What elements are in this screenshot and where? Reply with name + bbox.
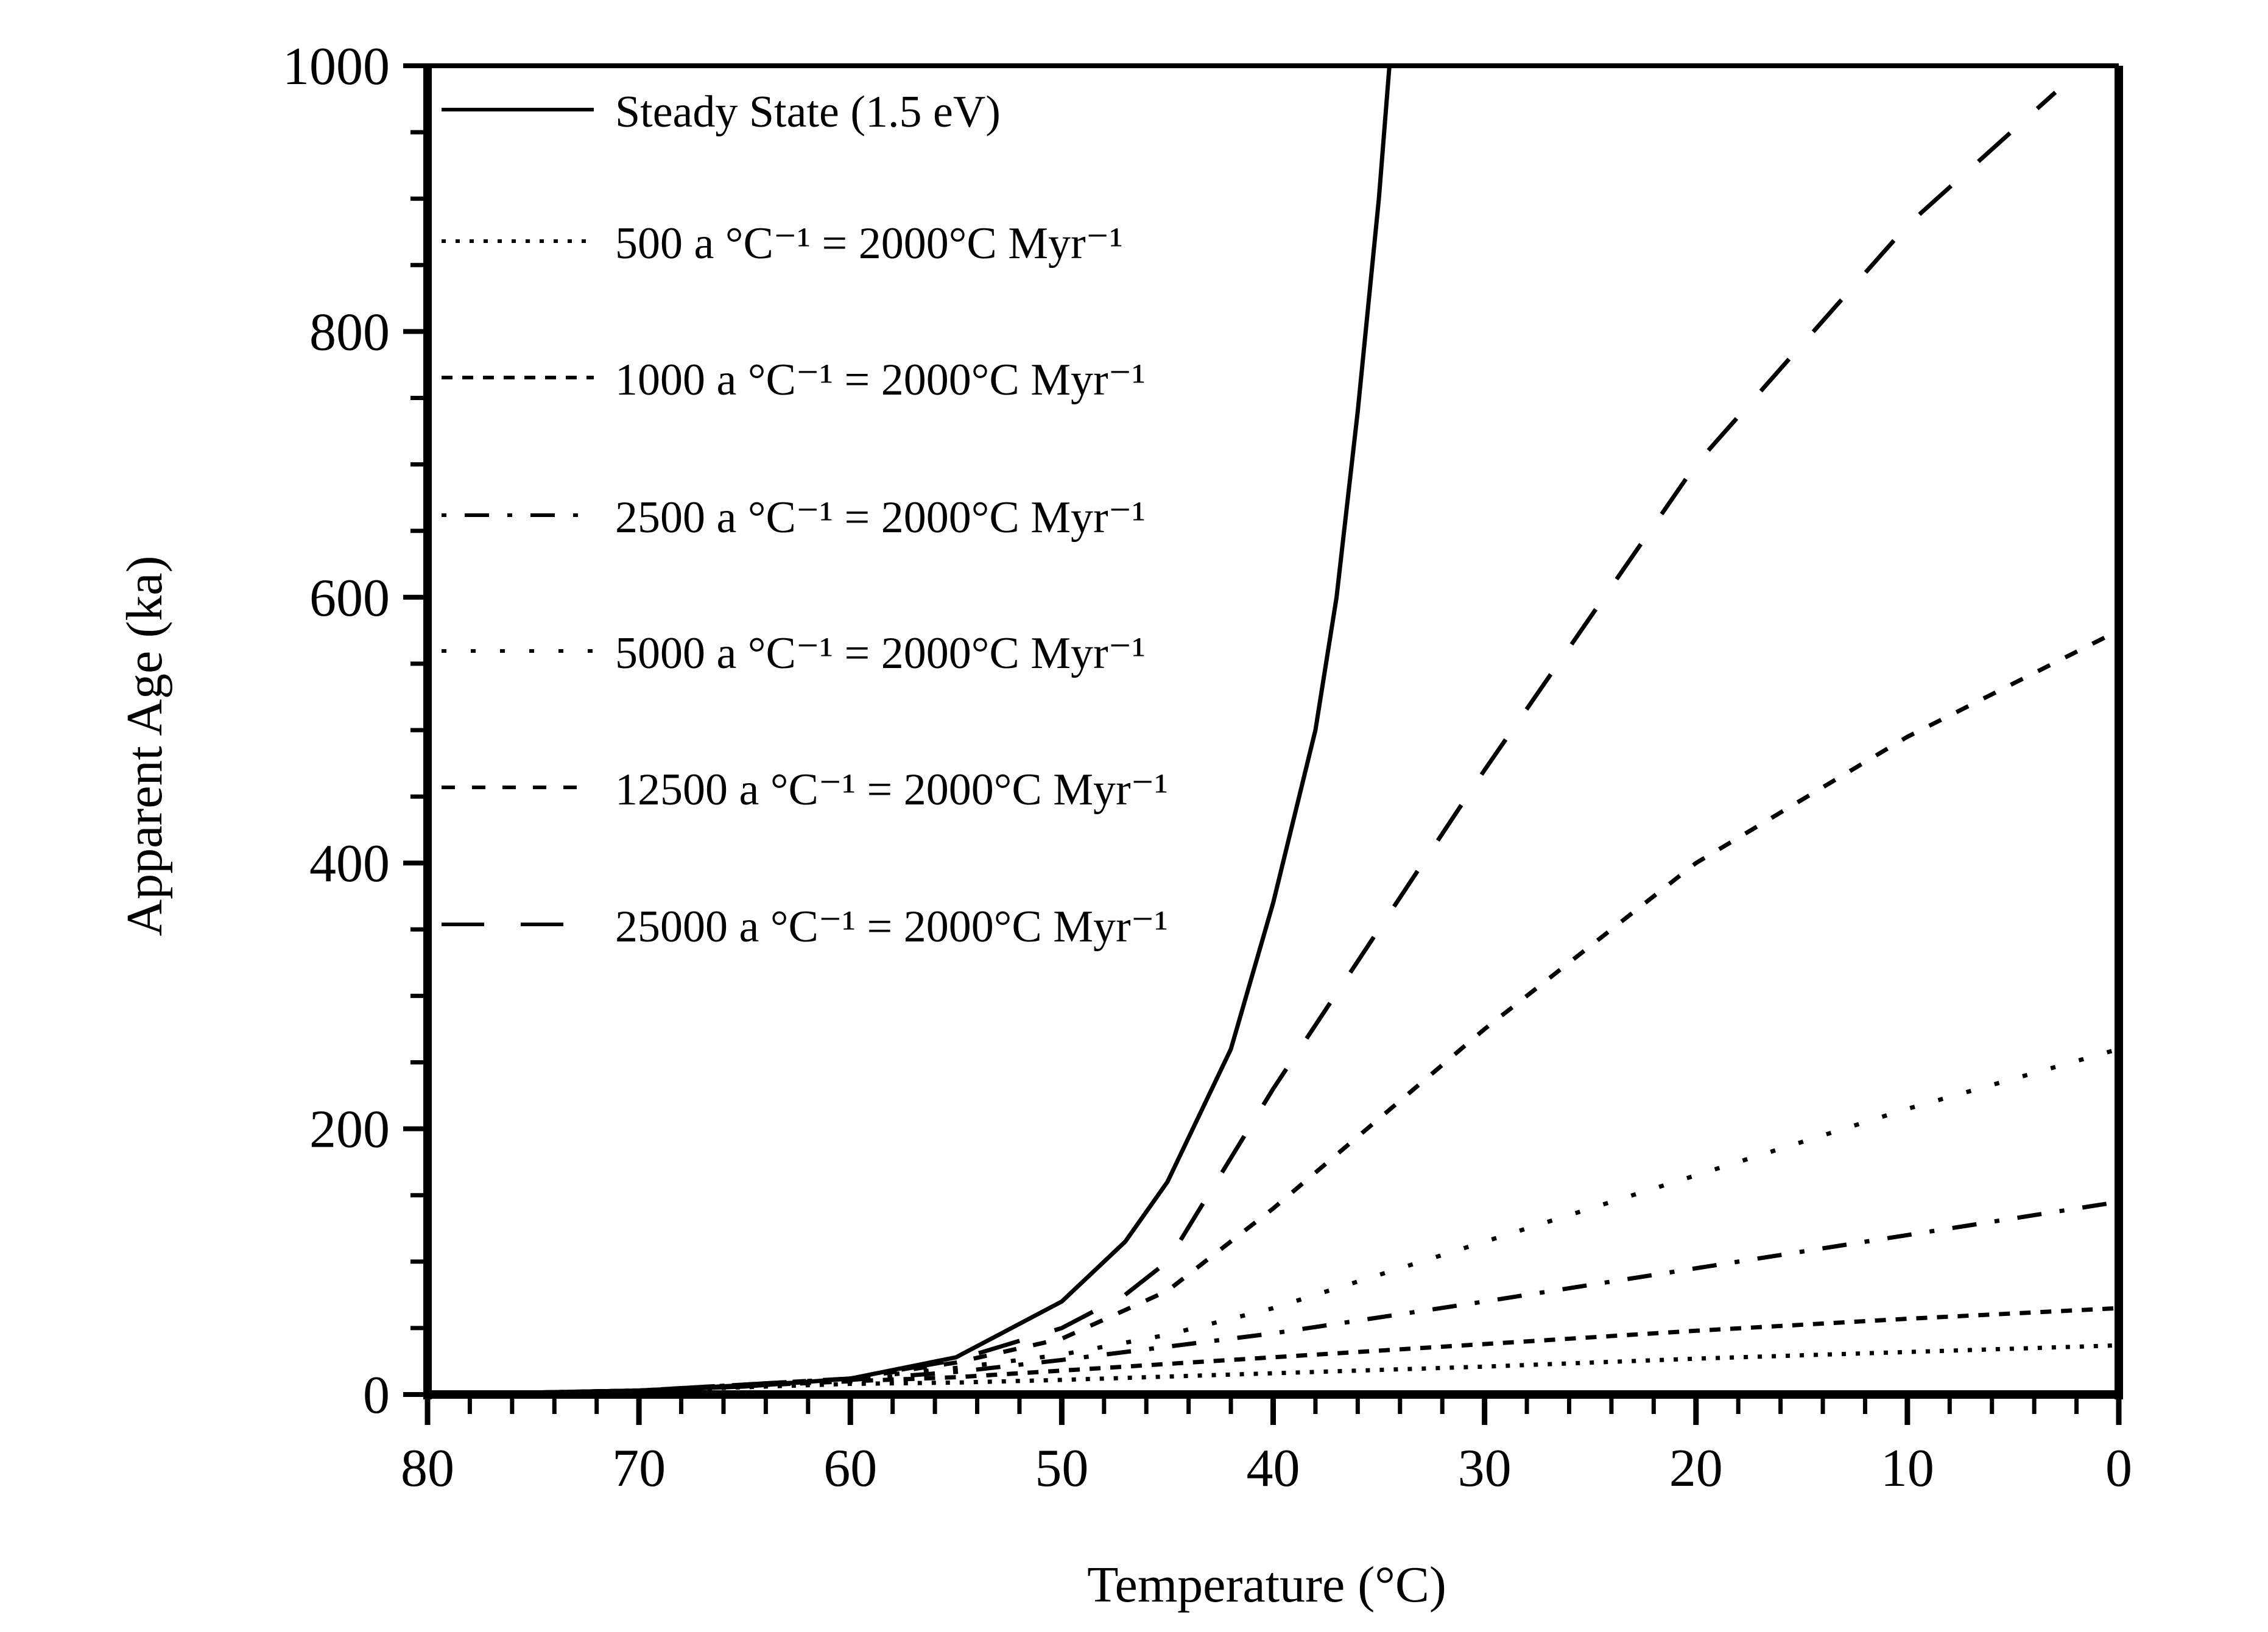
y-tick-label: 0 [363, 1366, 390, 1425]
legend-label-5: 12500 a °C⁻¹ = 2000°C Myr⁻¹ [615, 765, 1168, 815]
y-tick-label: 400 [309, 834, 390, 893]
y-axis-title: Apparent Age (ka) [116, 555, 173, 936]
legend-label-6: 25000 a °C⁻¹ = 2000°C Myr⁻¹ [615, 902, 1168, 952]
x-tick-label: 40 [1247, 1439, 1300, 1498]
y-tick-label: 1000 [283, 37, 390, 96]
series-line-6 [427, 90, 2057, 1397]
plot-frame [423, 63, 2123, 1399]
legend-label-2: 1000 a °C⁻¹ = 2000°C Myr⁻¹ [615, 355, 1146, 405]
x-tick-label: 30 [1458, 1439, 1512, 1498]
legend-label-1: 500 a °C⁻¹ = 2000°C Myr⁻¹ [615, 219, 1123, 269]
legend-label-4: 5000 a °C⁻¹ = 2000°C Myr⁻¹ [615, 628, 1146, 678]
y-tick-label: 200 [309, 1100, 390, 1159]
series-line-3 [427, 1200, 2119, 1397]
series-line-4 [427, 1047, 2119, 1397]
y-tick-label: 800 [309, 303, 390, 362]
x-tick-label: 10 [1881, 1439, 1934, 1498]
x-tick-label: 20 [1669, 1439, 1723, 1498]
legend: Steady State (1.5 eV) 500 a °C⁻¹ = 2000°C… [442, 87, 1168, 952]
x-tick-label: 60 [823, 1439, 877, 1498]
axis-ticks: 0 200 400 600 800 1000 80 70 60 50 40 30 20 10 0 [283, 37, 2132, 1498]
series-line-1 [427, 1343, 2119, 1397]
x-tick-label: 0 [2105, 1439, 2132, 1498]
legend-label-3: 2500 a °C⁻¹ = 2000°C Myr⁻¹ [615, 493, 1146, 543]
y-tick-label: 600 [309, 569, 390, 628]
legend-label-0: Steady State (1.5 eV) [615, 87, 1001, 137]
x-tick-label: 50 [1035, 1439, 1088, 1498]
series-lines [427, 65, 2120, 1397]
series-line-5 [427, 628, 2120, 1397]
x-tick-label: 80 [401, 1439, 454, 1498]
series-line-2 [427, 1306, 2119, 1397]
x-tick-label: 70 [612, 1439, 666, 1498]
x-axis-title: Temperature (°C) [1087, 1556, 1446, 1613]
